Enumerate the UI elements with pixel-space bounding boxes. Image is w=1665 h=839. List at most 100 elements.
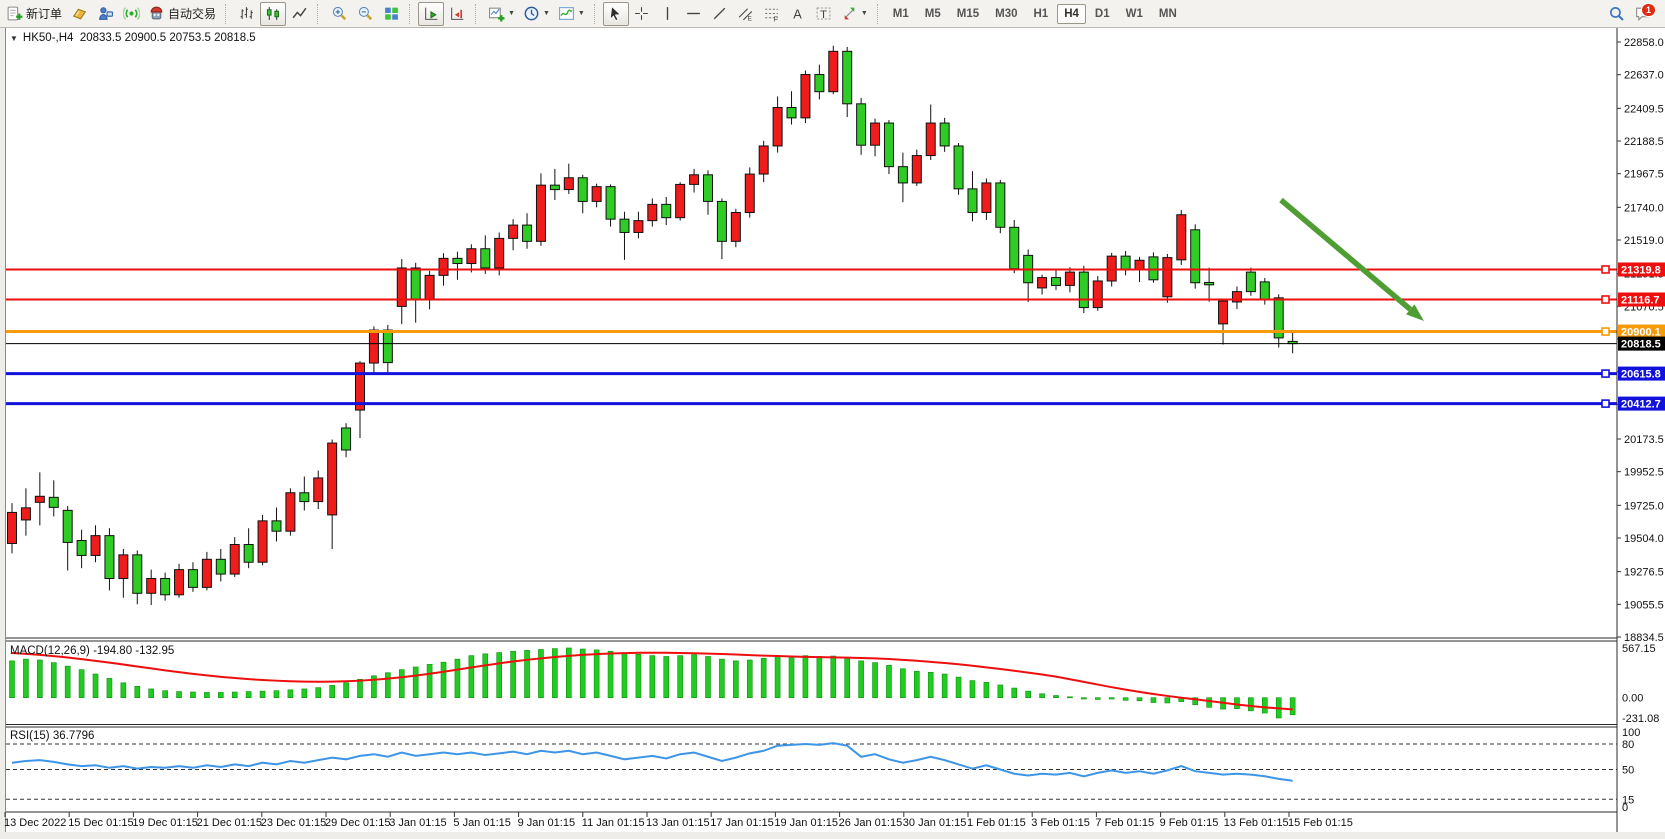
ohlc-toggle-icon[interactable]: ▼ — [10, 34, 18, 43]
hline-handle[interactable] — [1601, 369, 1610, 378]
auto-trading-button[interactable]: 自动交易 — [144, 2, 220, 26]
cursor-button[interactable] — [602, 1, 629, 26]
signals-button[interactable] — [118, 2, 144, 26]
chart-shift-button[interactable] — [444, 2, 470, 26]
market-watch-button[interactable] — [66, 2, 92, 26]
text-label-button[interactable]: T — [811, 2, 837, 26]
candle-body — [730, 212, 741, 242]
timeframe-bar: M1 M5 M15 M30 H1 H4 D1 W1 MN — [886, 3, 1184, 24]
line-chart-button[interactable] — [286, 2, 312, 26]
bar-chart-icon — [239, 5, 256, 22]
macd-bar — [120, 682, 127, 698]
indicators-button[interactable]: ▼ — [554, 2, 589, 26]
chevron-down-icon: ▼ — [577, 10, 585, 17]
notifications-button[interactable]: 1 — [1629, 2, 1656, 26]
candle-body — [1190, 229, 1201, 284]
macd-bar — [1025, 690, 1031, 698]
timeframe-w1[interactable]: W1 — [1125, 7, 1143, 20]
window-bottom-edge — [0, 832, 1665, 839]
trendline-icon — [711, 5, 728, 22]
profiles-button[interactable]: ▼ — [519, 2, 554, 26]
candle-body — [104, 535, 115, 580]
price-tick-label: 22637.0 — [1624, 70, 1664, 82]
macd-bar — [1192, 697, 1198, 706]
hline-handle[interactable] — [1601, 265, 1610, 274]
equidistant-channel-button[interactable]: E — [733, 2, 759, 26]
navigator-button[interactable] — [92, 2, 118, 26]
macd-bar — [148, 688, 154, 699]
macd-bar — [788, 656, 795, 699]
candle-body — [187, 569, 198, 588]
timeframe-h1[interactable]: H1 — [1033, 7, 1049, 20]
candle-body — [758, 145, 769, 175]
navigator-icon — [97, 5, 114, 22]
chart-ohlc-values: 20833.5 20900.5 20753.5 20818.5 — [79, 32, 256, 44]
vertical-line-button[interactable] — [655, 2, 681, 26]
candlestick-chart-button[interactable] — [260, 1, 287, 26]
timeframe-mn[interactable]: MN — [1158, 7, 1177, 20]
tile-windows-button[interactable] — [378, 2, 404, 26]
candle-body — [925, 122, 936, 157]
price-tick-label: 18834.5 — [1624, 632, 1664, 644]
notification-badge: 1 — [1640, 2, 1656, 17]
macd-bar — [1206, 697, 1212, 708]
new-order-button[interactable]: 新订单 — [2, 2, 66, 26]
macd-bar — [1094, 697, 1101, 700]
text-button[interactable]: A — [785, 2, 811, 26]
market-watch-icon — [71, 5, 88, 22]
trendline-button[interactable] — [707, 2, 733, 26]
fibonacci-button[interactable]: F — [759, 2, 785, 26]
zoom-out-icon — [357, 5, 374, 22]
candle-body — [1009, 226, 1020, 270]
search-button[interactable] — [1603, 2, 1629, 26]
macd-bar — [1108, 697, 1115, 700]
text-label-icon: T — [815, 5, 832, 22]
macd-bar — [440, 661, 447, 698]
macd-bar — [1262, 697, 1268, 714]
macd-bar — [78, 669, 85, 699]
timeframe-h4[interactable]: H4 — [1057, 3, 1086, 24]
macd-bar — [162, 690, 168, 698]
price-badge — [1618, 396, 1665, 411]
timeframe-m15[interactable]: M15 — [956, 7, 980, 20]
timeframe-m30[interactable]: M30 — [995, 7, 1018, 20]
timeframe-m1[interactable]: M1 — [892, 7, 909, 20]
zoom-out-button[interactable] — [352, 2, 378, 26]
hline-handle[interactable] — [1601, 295, 1610, 304]
candle-body — [1231, 291, 1242, 303]
horizontal-line-button[interactable] — [681, 2, 707, 26]
price-chart-canvas[interactable]: 22858.0 22637.0 22409.5 22188.5 21967.5 21740… — [0, 28, 1665, 839]
macd-bar — [245, 691, 252, 698]
candle-body — [313, 477, 324, 503]
indicators-icon — [558, 5, 575, 22]
new-chart-button[interactable]: ▼ — [484, 2, 519, 26]
crosshair-button[interactable] — [629, 2, 655, 26]
timeframe-m5[interactable]: M5 — [924, 7, 941, 20]
macd-bar — [719, 658, 725, 698]
macd-indicator-label: MACD(12,26,9) -194.80 -132.95 — [10, 645, 174, 657]
hline-handle[interactable] — [1601, 399, 1610, 408]
timeframe-d1[interactable]: D1 — [1094, 7, 1110, 20]
candle-body — [160, 578, 171, 596]
price-badge — [1618, 336, 1665, 351]
bar-chart-button[interactable] — [234, 2, 260, 26]
arrows-button[interactable]: ▼ — [837, 2, 872, 26]
price-tick-label: 19504.0 — [1624, 533, 1664, 545]
signals-icon — [122, 5, 140, 22]
macd-bar — [259, 690, 266, 698]
candle-body — [995, 182, 1006, 228]
candle-body — [661, 203, 672, 219]
macd-bar — [64, 665, 71, 698]
macd-axis-label: -231.08 — [1622, 713, 1659, 725]
candle-body — [1218, 300, 1229, 325]
zoom-in-button[interactable] — [326, 2, 352, 26]
auto-scroll-button[interactable] — [418, 1, 445, 26]
hline-handle[interactable] — [1601, 327, 1610, 336]
trend-arrow[interactable] — [1279, 197, 1424, 321]
arrows-icon — [841, 5, 858, 22]
macd-bar — [802, 655, 809, 699]
rsi-value: 36.7796 — [52, 730, 95, 742]
candle-body — [772, 107, 783, 147]
